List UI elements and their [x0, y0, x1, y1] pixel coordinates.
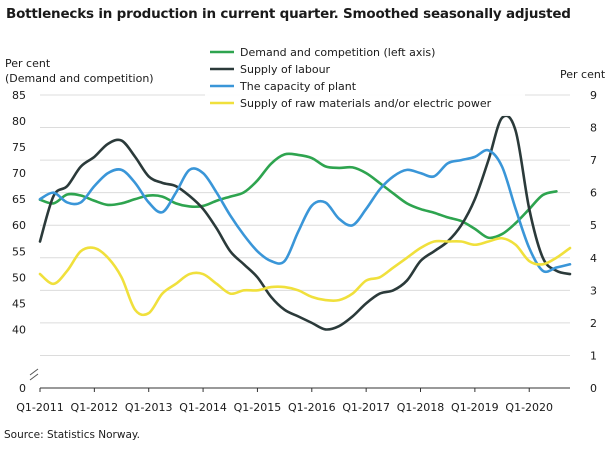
y-right-tick-label: 8 [590, 122, 597, 135]
series-line-supply-of-labour [38, 114, 572, 331]
series-line-supply-of-raw-materials-and-or-electric-power [38, 236, 572, 317]
y-right-tick-label: 1 [590, 349, 597, 362]
y-left-tick-label: 45 [12, 297, 26, 310]
x-tick-label: Q1-2020 [505, 401, 553, 414]
series-line-demand-and-competition-left-axis [38, 152, 558, 240]
legend: Demand and competition (left axis) Supply… [205, 44, 525, 116]
y-right-tick-label: 5 [590, 219, 597, 232]
y-left-tick-label: 50 [12, 271, 26, 284]
y-right-axis-label: Per cent [560, 68, 606, 81]
y-right-tick-label: 9 [590, 89, 597, 102]
x-tick-label: Q1-2016 [288, 401, 336, 414]
y-left-tick-label: 55 [12, 245, 26, 258]
legend-label: The capacity of plant [239, 80, 357, 93]
source-note: Source: Statistics Norway. [4, 429, 140, 441]
x-tick-label: Q1-2015 [234, 401, 282, 414]
chart-title: Bottlenecks in production in current qua… [6, 6, 571, 22]
y-left-tick-label: 60 [12, 219, 26, 232]
legend-label: Demand and competition (left axis) [240, 46, 435, 59]
y-right-tick-label: 7 [590, 154, 597, 167]
y-left-axis-label: Per cent [5, 57, 51, 70]
y-left-tick-label: 0 [19, 382, 26, 395]
series-lines [38, 114, 572, 331]
y-right-tick-label: 4 [590, 252, 597, 265]
y-right-tick-label: 6 [590, 187, 597, 200]
x-tick-label: Q1-2019 [451, 401, 499, 414]
y-left-tick-label: 40 [12, 323, 26, 336]
y-left-tick-label: 80 [12, 115, 26, 128]
x-tick-label: Q1-2017 [342, 401, 390, 414]
legend-box [205, 44, 525, 116]
series-line-the-capacity-of-plant [38, 148, 572, 274]
y-right-tick-label: 3 [590, 284, 597, 297]
y-left-axis-label-sub: (Demand and competition) [5, 72, 154, 85]
y-right-tick-label: 2 [590, 317, 597, 330]
y-left-tick-label: 70 [12, 167, 26, 180]
y-right-tick-label: 0 [590, 382, 597, 395]
x-tick-label: Q1-2012 [71, 401, 119, 414]
y-left-tick-label: 65 [12, 193, 26, 206]
legend-label: Supply of raw materials and/or electric … [240, 97, 492, 110]
x-tick-label: Q1-2013 [125, 401, 173, 414]
y-left-tick-label: 75 [12, 141, 26, 154]
axis-break-mark [29, 368, 39, 376]
x-tick-label: Q1-2011 [16, 401, 64, 414]
axis-break-mark [29, 373, 39, 381]
x-tick-label: Q1-2018 [397, 401, 445, 414]
y-left-tick-label: 85 [12, 89, 26, 102]
legend-label: Supply of labour [240, 63, 331, 76]
gridlines [40, 94, 570, 356]
x-tick-label: Q1-2014 [179, 401, 227, 414]
